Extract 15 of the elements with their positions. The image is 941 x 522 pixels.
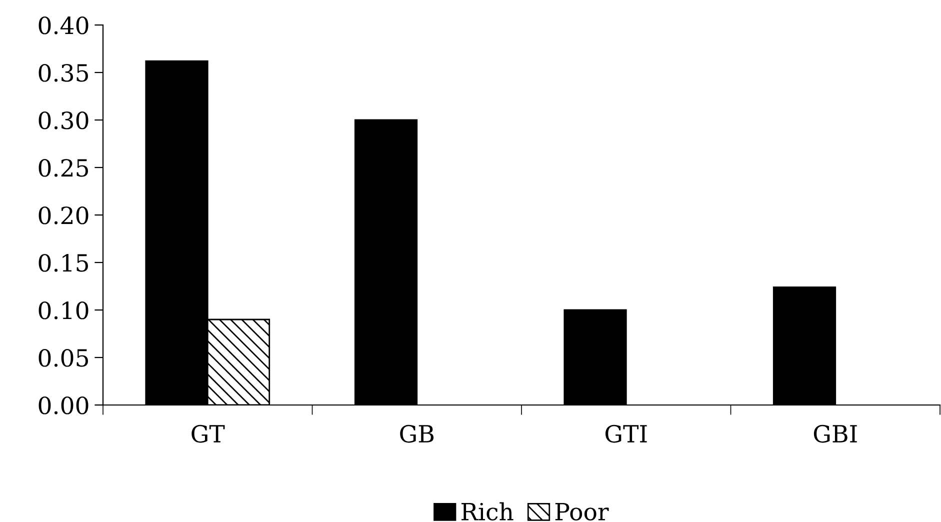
y-tick-label: 0.15	[38, 254, 88, 272]
y-tick-label: 0.05	[38, 348, 88, 367]
y-tick-label: 0.20	[38, 206, 88, 224]
y-tick-label: 0.35	[38, 64, 88, 82]
x-tick-label: GBI	[814, 424, 857, 443]
y-tick-label: 0.25	[38, 158, 88, 177]
y-tick-label: 0.00	[38, 396, 88, 414]
legend-label: Rich	[462, 502, 514, 521]
y-tick-label: 0.30	[38, 111, 88, 130]
legend-label: Poor	[555, 502, 609, 521]
x-tick-label: GB	[400, 424, 434, 443]
y-tick-label: 0.40	[38, 16, 88, 34]
y-tick-label: 0.10	[38, 301, 88, 320]
x-tick-label: GTI	[605, 424, 647, 443]
x-tick-label: GT	[192, 424, 225, 443]
